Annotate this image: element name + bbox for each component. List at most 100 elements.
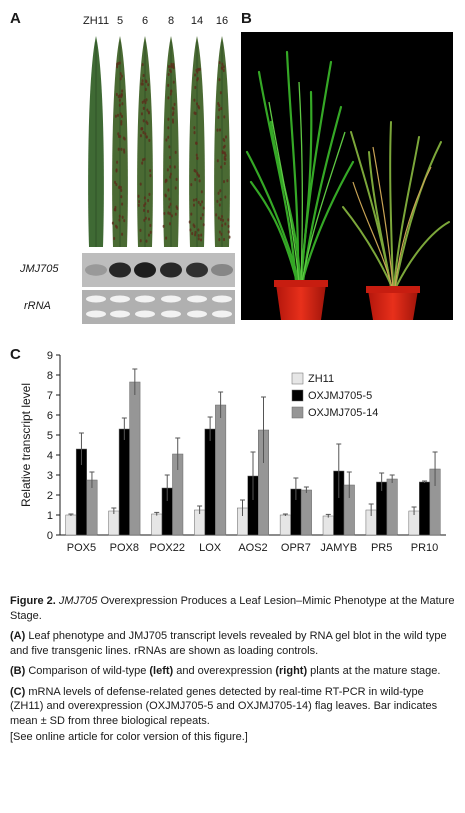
rrna-band (135, 310, 155, 318)
legend-label: ZH11 (308, 373, 334, 385)
rrna-band (161, 295, 181, 303)
overexpression-plant (342, 121, 450, 320)
rrna-band (161, 310, 181, 318)
rrna-blot (82, 290, 235, 324)
lane-label: 5 (116, 15, 124, 27)
caption-b-text-1: Comparison of wild-type (25, 665, 150, 677)
jmj705-blot-label: JMJ705 (20, 263, 59, 275)
leaf (188, 36, 205, 247)
bar (215, 404, 227, 536)
rrna-band (187, 295, 207, 303)
leaf (88, 36, 104, 247)
y-tick-label: 4 (47, 450, 53, 462)
leaf-phenotype-photo (77, 32, 237, 247)
rrna-blot-label: rRNA (24, 300, 51, 312)
x-tick-label: AOS2 (238, 542, 267, 554)
bar (108, 510, 120, 536)
jmj705-band (85, 264, 107, 276)
mature-plants-photo (241, 32, 453, 320)
bar (419, 481, 431, 536)
caption-title: Figure 2. JMJ705 Overexpression Produces… (10, 594, 457, 623)
caption-c-label: (C) (10, 685, 26, 698)
jmj705-band (211, 263, 233, 277)
caption-title-text: Overexpression Produces a Leaf Lesion–Mi… (10, 595, 455, 622)
bar (386, 478, 398, 536)
bar (129, 381, 141, 536)
rrna-bands (86, 295, 232, 318)
rrna-band (187, 310, 207, 318)
rrna-band (110, 310, 130, 318)
transcript-level-bar-chart: 0 1 2 3 4 5 6 7 8 9 Relative transcript level POX5 P… (19, 350, 446, 554)
caption-a-label: (A) (10, 630, 26, 642)
panel-a-label: A (10, 10, 21, 27)
rrna-band (212, 310, 232, 318)
x-tick-label: JAMYB (320, 542, 357, 554)
bar (322, 515, 334, 536)
y-tick-label: 3 (47, 470, 53, 482)
jmj705-band (109, 262, 131, 278)
legend-label: OXJMJ705-14 (308, 407, 378, 419)
x-tick-label: PR10 (411, 542, 439, 554)
leaf (111, 36, 128, 247)
caption-a-text: Leaf phenotype and JMJ705 transcript lev… (10, 630, 447, 657)
figure-label: Figure 2. (10, 595, 56, 607)
caption-title-gene: JMJ705 (58, 595, 98, 607)
rrna-band (86, 310, 106, 318)
x-tick-label: LOX (199, 542, 222, 554)
lane-label: 8 (167, 15, 175, 27)
y-tick-label: 7 (47, 390, 53, 402)
y-tick-label: 2 (47, 490, 53, 502)
caption-b-text-2: and overexpression (173, 665, 276, 677)
y-axis-title: Relative transcript level (19, 383, 33, 507)
x-tick-label: POX5 (67, 542, 96, 554)
jmj705-band (134, 262, 156, 278)
legend-swatch (291, 372, 304, 385)
bar (204, 428, 216, 536)
legend-swatch (291, 406, 304, 419)
panel-b-label: B (241, 10, 252, 27)
y-tick-label: 0 (47, 530, 53, 542)
bar (118, 428, 130, 536)
rrna-band (212, 295, 232, 303)
x-tick-label: POX8 (110, 542, 139, 554)
caption-online-note: [See online article for color version of… (10, 731, 248, 743)
leaf (162, 36, 179, 247)
y-tick-label: 9 (47, 350, 53, 362)
bar (86, 479, 98, 536)
lane-label: 16 (215, 15, 229, 27)
leaves-illustration (88, 36, 231, 247)
y-tick-label: 6 (47, 410, 53, 422)
caption-b-right: (right) (275, 665, 308, 677)
caption-c-text: mRNA levels of defense-related genes det… (10, 685, 438, 727)
caption-b-left: (left) (149, 665, 174, 677)
legend-swatch (291, 389, 304, 402)
wild-type-plant (245, 50, 355, 320)
x-tick-label: PR5 (371, 542, 392, 554)
leaf (214, 36, 231, 247)
caption-panel-c: (C) mRNA levels of defense-related genes… (10, 685, 457, 729)
bar (300, 489, 312, 536)
jmj705-bands (85, 262, 233, 278)
bar (279, 514, 291, 536)
rrna-band (86, 295, 106, 303)
legend-label: OXJMJ705-5 (308, 390, 372, 402)
caption-b-label: (B) (10, 665, 26, 677)
rrna-band (110, 295, 130, 303)
y-tick-label: 1 (47, 510, 53, 522)
x-tick-label: OPR7 (281, 542, 311, 554)
bar (151, 513, 163, 536)
jmj705-rna-blot (82, 253, 235, 287)
lane-label: ZH11 (83, 15, 110, 27)
bar (65, 514, 77, 536)
y-tick-label: 8 (47, 370, 53, 382)
y-tick-label: 5 (47, 430, 53, 442)
caption-b-text-3: plants at the mature stage. (307, 665, 441, 677)
jmj705-band (160, 262, 182, 278)
plants-illustration (245, 50, 450, 320)
x-tick-label: POX22 (149, 542, 184, 554)
figure-caption: Figure 2. JMJ705 Overexpression Produces… (10, 594, 457, 751)
leaf (137, 36, 153, 247)
caption-panel-a: (A) Leaf phenotype and JMJ705 transcript… (10, 629, 457, 658)
rrna-band (135, 295, 155, 303)
caption-panel-b: (B) Comparison of wild-type (left) and o… (10, 664, 457, 679)
